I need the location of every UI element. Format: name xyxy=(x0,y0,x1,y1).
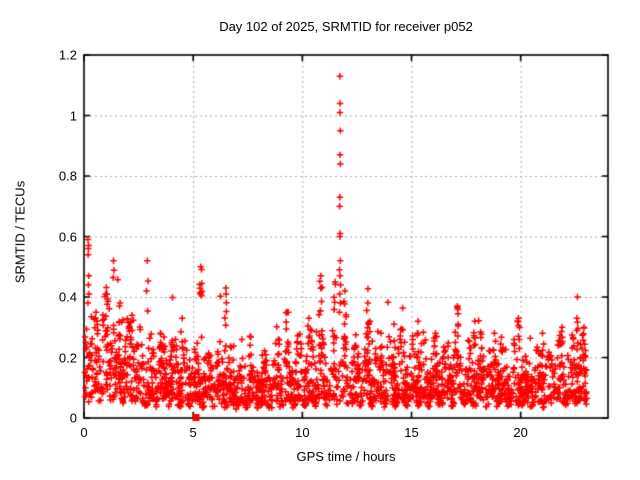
y-tick-label: 0.6 xyxy=(58,229,77,244)
x-tick-label: 15 xyxy=(404,425,419,440)
chart-title: Day 102 of 2025, SRMTID for receiver p05… xyxy=(219,19,473,34)
y-tick-label: 0.8 xyxy=(58,168,77,184)
y-tick-label: 0.4 xyxy=(58,289,77,305)
y-tick-label: 0 xyxy=(69,410,77,426)
x-tick-label: 5 xyxy=(189,425,197,440)
y-tick-label: 1.2 xyxy=(58,47,77,63)
x-tick-label: 10 xyxy=(295,425,310,440)
y-axis-label: SRMTID / TECUs xyxy=(12,180,28,284)
y-tick-label: 0.2 xyxy=(58,350,77,365)
y-tick-label: 1 xyxy=(69,108,77,123)
x-axis-label: GPS time / hours xyxy=(296,449,396,464)
x-tick-label: 0 xyxy=(80,425,88,440)
x-tick-label: 20 xyxy=(513,425,528,440)
